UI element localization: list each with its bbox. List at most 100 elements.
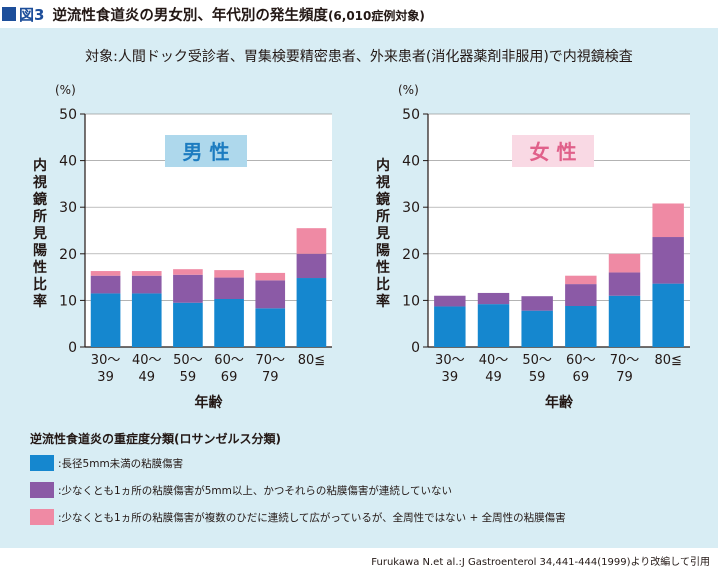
group-label-bg-male bbox=[165, 135, 247, 167]
bar-male-0-segment-2 bbox=[90, 275, 121, 294]
bar-male-4-segment-2 bbox=[255, 280, 286, 309]
citation: Furukawa N.et al.:J Gastroenterol 34,441… bbox=[371, 557, 710, 568]
bar-male-2-segment-3 bbox=[173, 269, 203, 275]
y-tick-label-male-2: 20 bbox=[59, 247, 77, 263]
x-axis-label-male: 年齢 bbox=[195, 394, 224, 411]
x-tick-label-female-2-line2: 59 bbox=[529, 370, 546, 385]
bar-female-4-segment-2 bbox=[608, 272, 641, 296]
figure-tag: 図3 bbox=[2, 4, 44, 25]
bar-male-3-segment-3 bbox=[214, 270, 244, 278]
legend-swatch-3 bbox=[30, 509, 54, 525]
x-tick-label-male-3-line1: 60〜 bbox=[214, 353, 244, 368]
y-tick-label-male-0: 0 bbox=[68, 340, 77, 356]
x-tick-label-male-0-line2: 39 bbox=[97, 370, 114, 385]
y-unit-female: (%) bbox=[398, 83, 419, 97]
y-tick-label-female-4: 40 bbox=[402, 154, 420, 170]
legend-swatch-1 bbox=[30, 455, 54, 471]
y-tick-label-female-5: 50 bbox=[402, 107, 420, 123]
y-axis-label-char-female-3: 所 bbox=[376, 208, 390, 225]
y-axis-label-char-male-0: 内 bbox=[33, 157, 47, 174]
y-tick-label-male-1: 10 bbox=[59, 293, 77, 309]
x-tick-label-male-3-line2: 69 bbox=[221, 370, 238, 385]
figure-label: 図3 bbox=[19, 5, 45, 24]
bar-female-5-segment-3 bbox=[652, 203, 684, 238]
y-axis-label-char-male-1: 視 bbox=[32, 174, 47, 191]
y-axis-label-char-male-8: 率 bbox=[33, 293, 47, 310]
y-axis-label-char-male-5: 陽 bbox=[33, 242, 47, 259]
x-tick-label-male-5-line1: 80≦ bbox=[298, 353, 325, 368]
y-tick-label-female-0: 0 bbox=[411, 340, 420, 356]
x-tick-label-female-4-line2: 79 bbox=[616, 370, 633, 385]
bar-male-5-segment-3 bbox=[296, 228, 327, 254]
chart-panel: 対象:人間ドック受診者、胃集検要精密患者、外来患者(消化器薬剤非服用)で内視鏡検… bbox=[0, 28, 718, 548]
bar-male-4-segment-1 bbox=[255, 308, 286, 347]
y-axis-label-char-female-1: 視 bbox=[375, 174, 390, 191]
y-axis-label-char-female-4: 見 bbox=[375, 226, 390, 242]
y-tick-label-male-4: 40 bbox=[59, 154, 77, 170]
group-label-male: 男 性 bbox=[183, 140, 230, 164]
bar-female-5-segment-2 bbox=[652, 237, 684, 284]
legend-item-2: :少なくとも1ヵ所の粘膜傷害が5mm以上、かつそれらの粘膜傷害が連続していない bbox=[30, 481, 566, 499]
bar-male-5-segment-1 bbox=[296, 278, 327, 347]
legend-swatch-2 bbox=[30, 482, 54, 498]
x-tick-label-female-0-line2: 39 bbox=[442, 370, 459, 385]
x-tick-label-female-2-line1: 50〜 bbox=[522, 353, 552, 368]
x-tick-label-female-1-line2: 49 bbox=[485, 370, 502, 385]
group-label-bg-female bbox=[512, 135, 594, 167]
y-axis-label-char-female-2: 鏡 bbox=[376, 191, 390, 208]
legend-label-2: :少なくとも1ヵ所の粘膜傷害が5mm以上、かつそれらの粘膜傷害が連続していない bbox=[58, 484, 453, 497]
x-tick-label-male-4-line1: 70〜 bbox=[255, 353, 285, 368]
bar-male-1-segment-3 bbox=[131, 271, 162, 276]
y-tick-label-female-3: 30 bbox=[402, 200, 420, 216]
y-axis-label-char-female-5: 陽 bbox=[376, 242, 390, 259]
bar-female-3-segment-1 bbox=[565, 305, 597, 347]
y-axis-label-char-female-0: 内 bbox=[376, 157, 390, 174]
bar-female-0-segment-1 bbox=[434, 306, 466, 347]
figure-square-icon bbox=[2, 7, 16, 21]
bar-male-1-segment-2 bbox=[131, 275, 162, 294]
x-tick-label-male-2-line2: 59 bbox=[180, 370, 197, 385]
y-axis-label-char-male-2: 鏡 bbox=[33, 191, 47, 208]
bar-male-1-segment-1 bbox=[131, 293, 162, 347]
y-tick-label-male-5: 50 bbox=[59, 107, 77, 123]
legend-label-3: :少なくとも1ヵ所の粘膜傷害が複数のひだに連続して広がっているが、全周性ではない… bbox=[58, 511, 566, 524]
y-axis-label-char-female-7: 比 bbox=[376, 276, 390, 293]
legend-label-1: :長径5mm未満の粘膜傷害 bbox=[58, 457, 184, 470]
x-tick-label-male-4-line2: 79 bbox=[262, 370, 279, 385]
x-axis-label-female: 年齢 bbox=[545, 394, 574, 411]
bar-female-1-segment-1 bbox=[477, 304, 510, 347]
bar-female-2-segment-2 bbox=[521, 296, 553, 311]
legend-item-1: :長径5mm未満の粘膜傷害 bbox=[30, 454, 566, 472]
bar-female-3-segment-3 bbox=[565, 275, 597, 285]
y-axis-label-char-female-6: 性 bbox=[376, 259, 390, 276]
group-label-female: 女 性 bbox=[530, 140, 577, 164]
legend-item-3: :少なくとも1ヵ所の粘膜傷害が複数のひだに連続して広がっているが、全周性ではない… bbox=[30, 508, 566, 526]
y-axis-label-char-male-6: 性 bbox=[33, 259, 47, 276]
bar-male-0-segment-3 bbox=[90, 271, 121, 276]
x-tick-label-female-1-line1: 40〜 bbox=[479, 353, 509, 368]
y-axis-label-char-male-7: 比 bbox=[33, 276, 47, 293]
subject-description: 対象:人間ドック受診者、胃集検要精密患者、外来患者(消化器薬剤非服用)で内視鏡検… bbox=[85, 49, 633, 65]
figure-title: 逆流性食道炎の男女別、年代別の発生頻度(6,010症例対象) bbox=[52, 4, 424, 25]
bar-female-2-segment-1 bbox=[521, 310, 553, 347]
bar-female-4-segment-3 bbox=[608, 253, 641, 273]
figure-title-sub: (6,010症例対象) bbox=[327, 8, 425, 23]
bar-female-0-segment-2 bbox=[434, 295, 466, 307]
classification-title: 逆流性食道炎の重症度分類(ロサンゼルス分類) bbox=[30, 432, 281, 446]
y-axis-label-char-male-4: 見 bbox=[32, 226, 47, 242]
bar-female-4-segment-1 bbox=[608, 295, 641, 347]
y-axis-label-char-female-8: 率 bbox=[376, 293, 390, 310]
bar-male-4-segment-3 bbox=[255, 272, 286, 281]
x-tick-label-female-5-line1: 80≦ bbox=[654, 353, 681, 368]
classification-legend: 逆流性食道炎の重症度分類(ロサンゼルス分類) :長径5mm未満の粘膜傷害 :少な… bbox=[30, 430, 566, 535]
y-tick-label-male-3: 30 bbox=[59, 200, 77, 216]
bar-female-3-segment-2 bbox=[565, 284, 597, 306]
x-tick-label-male-0-line1: 30〜 bbox=[91, 353, 121, 368]
bar-male-2-segment-1 bbox=[173, 302, 203, 347]
bar-male-5-segment-2 bbox=[296, 253, 327, 279]
x-tick-label-male-1-line1: 40〜 bbox=[132, 353, 162, 368]
bar-male-0-segment-1 bbox=[90, 293, 121, 347]
